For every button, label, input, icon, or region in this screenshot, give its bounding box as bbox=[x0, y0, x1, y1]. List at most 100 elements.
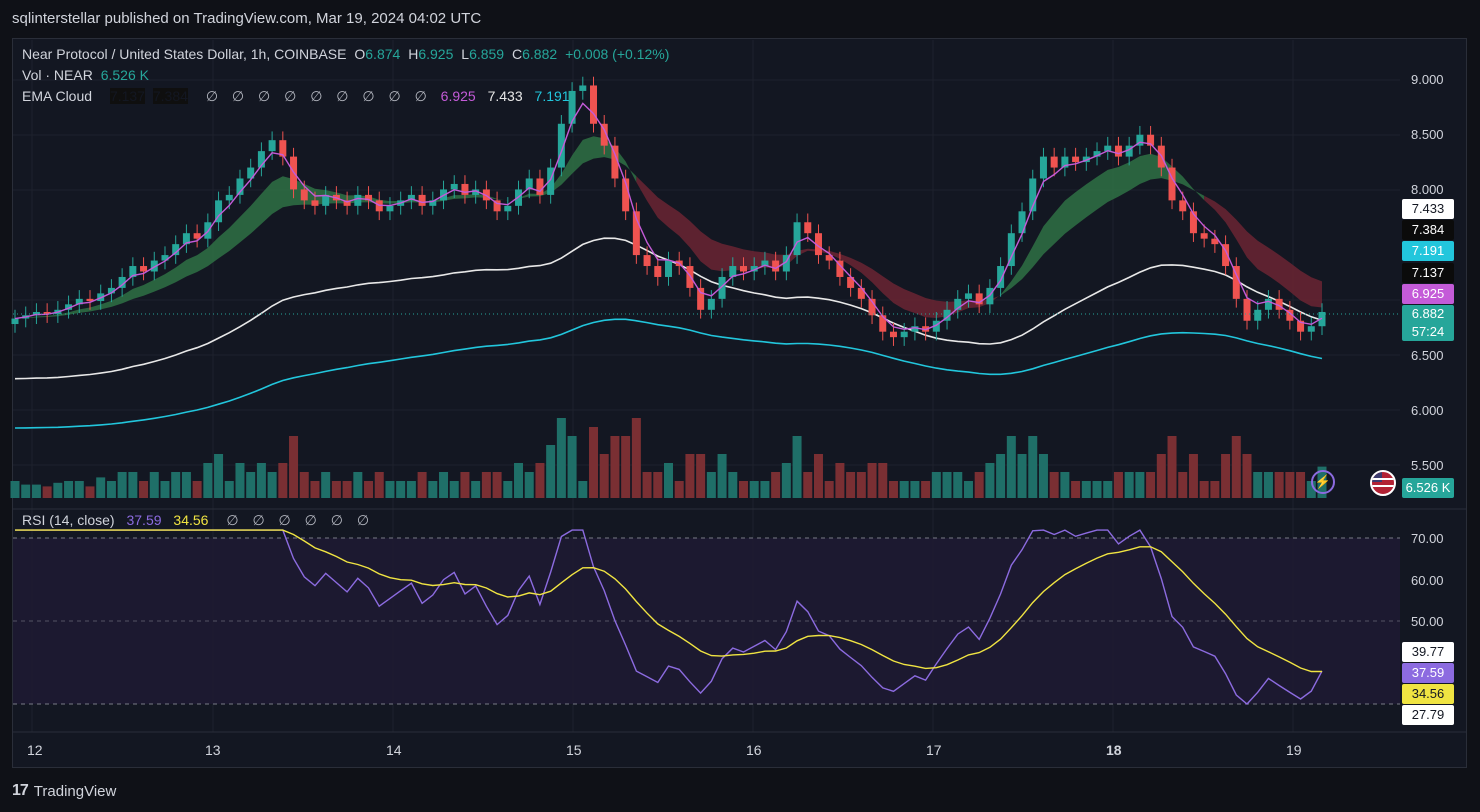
volume-bar bbox=[738, 481, 748, 498]
candle-body bbox=[943, 309, 951, 321]
tradingview-logo[interactable]: 17 bbox=[12, 782, 29, 799]
volume-bar bbox=[278, 463, 288, 498]
rsi-tick: 50.00 bbox=[1411, 614, 1444, 629]
volume-bar bbox=[813, 454, 823, 498]
candles bbox=[11, 76, 1326, 346]
volume-label[interactable]: Vol · NEAR bbox=[22, 67, 93, 83]
volume-value: 6.526 K bbox=[100, 67, 149, 83]
candle-body bbox=[632, 211, 640, 256]
volume-bar bbox=[985, 463, 995, 498]
candle-body bbox=[986, 287, 994, 305]
candle-body bbox=[590, 85, 598, 124]
volume-bar bbox=[910, 481, 920, 498]
candle-body bbox=[1189, 211, 1197, 234]
candle-body bbox=[793, 222, 801, 256]
volume-bar bbox=[396, 481, 406, 498]
volume-bar bbox=[696, 454, 706, 498]
candle-body bbox=[1018, 211, 1026, 234]
candle-body bbox=[1307, 326, 1315, 332]
volume-bar bbox=[428, 481, 438, 498]
volume-bar bbox=[331, 481, 341, 498]
volume-bar bbox=[728, 472, 738, 498]
candle-body bbox=[1254, 309, 1262, 321]
candle-body bbox=[11, 318, 19, 325]
rsi-label[interactable]: RSI (14, close) bbox=[22, 512, 115, 528]
rsi-v1: 37.59 bbox=[126, 512, 162, 528]
candle-body bbox=[954, 298, 962, 310]
candle-body bbox=[1318, 311, 1326, 327]
volume-bar bbox=[192, 481, 202, 498]
volume-bar bbox=[1049, 472, 1059, 498]
time-tick: 17 bbox=[926, 742, 942, 758]
legend-volume: Vol · NEAR 6.526 K bbox=[22, 67, 153, 83]
candle-body bbox=[697, 287, 705, 310]
open-value: 6.874 bbox=[365, 46, 401, 62]
volume-bar bbox=[235, 463, 245, 498]
tag-ema-384: 7.384 bbox=[1402, 220, 1454, 240]
tag-countdown: 57:24 bbox=[1402, 323, 1454, 341]
candle-body bbox=[1222, 244, 1230, 267]
candle-body bbox=[804, 222, 812, 234]
volume-bar bbox=[888, 481, 898, 498]
ema-v2: 7.384 bbox=[152, 88, 188, 104]
candle-body bbox=[43, 311, 51, 315]
candle-body bbox=[654, 266, 662, 277]
lightning-icon[interactable]: ⚡ bbox=[1311, 470, 1335, 494]
volume-bar bbox=[1081, 481, 1091, 498]
ema-cloud-bull bbox=[15, 136, 1205, 319]
candle-body bbox=[268, 140, 276, 152]
volume-bar bbox=[514, 463, 524, 498]
volume-bar bbox=[481, 472, 491, 498]
volume-bar bbox=[492, 472, 502, 498]
volume-bar bbox=[139, 481, 149, 498]
volume-bar bbox=[214, 454, 224, 498]
candle-body bbox=[311, 200, 319, 206]
volume-bar bbox=[931, 472, 941, 498]
volume-bar bbox=[1253, 472, 1263, 498]
volume-bar bbox=[53, 482, 63, 498]
us-flag-icon[interactable] bbox=[1370, 470, 1396, 496]
candle-body bbox=[386, 205, 394, 212]
candle-body bbox=[161, 255, 169, 261]
empty-icon: ∅ bbox=[284, 88, 297, 104]
candle-body bbox=[1211, 238, 1219, 245]
change-value: +0.008 (+0.12%) bbox=[565, 46, 670, 62]
candle-body bbox=[472, 189, 480, 195]
volume-bar bbox=[1167, 436, 1177, 498]
volume-bar bbox=[289, 436, 299, 498]
volume-bar bbox=[1199, 481, 1209, 498]
candle-body bbox=[429, 200, 437, 206]
brand-name[interactable]: TradingView bbox=[33, 782, 117, 800]
volume-bar bbox=[460, 472, 470, 498]
tag-ema-cyan: 7.191 bbox=[1402, 241, 1454, 261]
ema-label[interactable]: EMA Cloud bbox=[22, 88, 93, 104]
volume-bar bbox=[1285, 472, 1295, 498]
volume-bar bbox=[106, 481, 116, 498]
symbol-title[interactable]: Near Protocol / United States Dollar, 1h… bbox=[22, 46, 347, 62]
volume-bar bbox=[963, 481, 973, 498]
volume-bar bbox=[589, 427, 599, 498]
volume-bar bbox=[74, 481, 84, 498]
volume-bar bbox=[1135, 472, 1145, 498]
volume-bar bbox=[717, 454, 727, 498]
ema-v5: 7.191 bbox=[534, 88, 570, 104]
empty-icon: ∅ bbox=[231, 88, 245, 104]
volume-bar bbox=[953, 472, 963, 498]
volume-bar bbox=[417, 472, 427, 498]
low-label: L bbox=[461, 46, 470, 62]
volume-bar bbox=[85, 486, 95, 498]
candle-body bbox=[911, 326, 919, 332]
candle-body bbox=[1297, 320, 1305, 332]
candle-body bbox=[932, 320, 940, 332]
close-value: 6.882 bbox=[522, 46, 558, 62]
price-tick: 8.000 bbox=[1411, 182, 1444, 197]
candle-body bbox=[1286, 309, 1294, 321]
candle-body bbox=[1243, 298, 1251, 321]
candle-body bbox=[665, 260, 672, 277]
volume-bar bbox=[1178, 472, 1188, 498]
candle-body bbox=[182, 233, 190, 245]
empty-icon: ∅ bbox=[414, 88, 427, 104]
volume-bar bbox=[835, 463, 845, 498]
candle-body bbox=[600, 123, 608, 146]
